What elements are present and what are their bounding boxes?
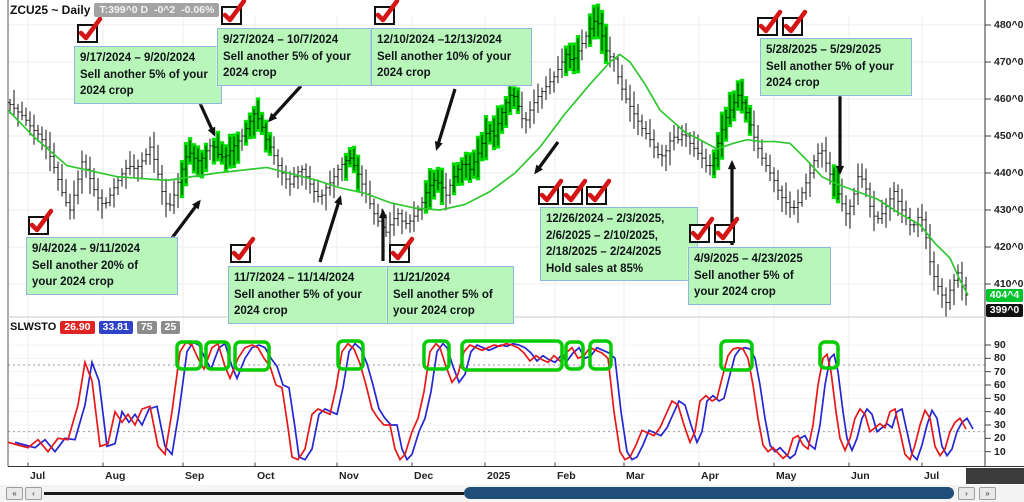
scroll-far-left-button[interactable]: « [6,487,23,500]
indicator-d-value-badge: 33.81 [98,320,133,334]
quote-badge: T:399^0 D -0^2 -0.06% [94,2,220,17]
indicator-name: SLWSTO [10,321,57,333]
indicator-k-value-badge: 26.90 [60,320,95,334]
scroll-left-button[interactable]: ‹ [25,487,42,500]
scroll-far-right-button[interactable]: » [979,487,996,500]
last-price-badge: 399^0 [986,304,1023,317]
indicator-header: SLWSTO 26.90 33.81 75 25 [10,320,181,334]
scrollbar-thumb[interactable] [464,487,954,499]
scrollbar-track[interactable] [44,492,464,495]
indicator-upper-param-badge: 75 [136,320,157,334]
chart-header: ZCU25 ~ Daily T:399^0 D -0^2 -0.06% [10,2,220,17]
indicator-lower-param-badge: 25 [160,320,181,334]
ma-price-badge: 404^4 [986,289,1023,302]
scroll-right-button[interactable]: › [958,487,975,500]
time-scrollbar[interactable]: « ‹ › » [0,485,1024,502]
symbol-title: ZCU25 ~ Daily [10,2,91,17]
axis-corner-block [966,468,1024,484]
